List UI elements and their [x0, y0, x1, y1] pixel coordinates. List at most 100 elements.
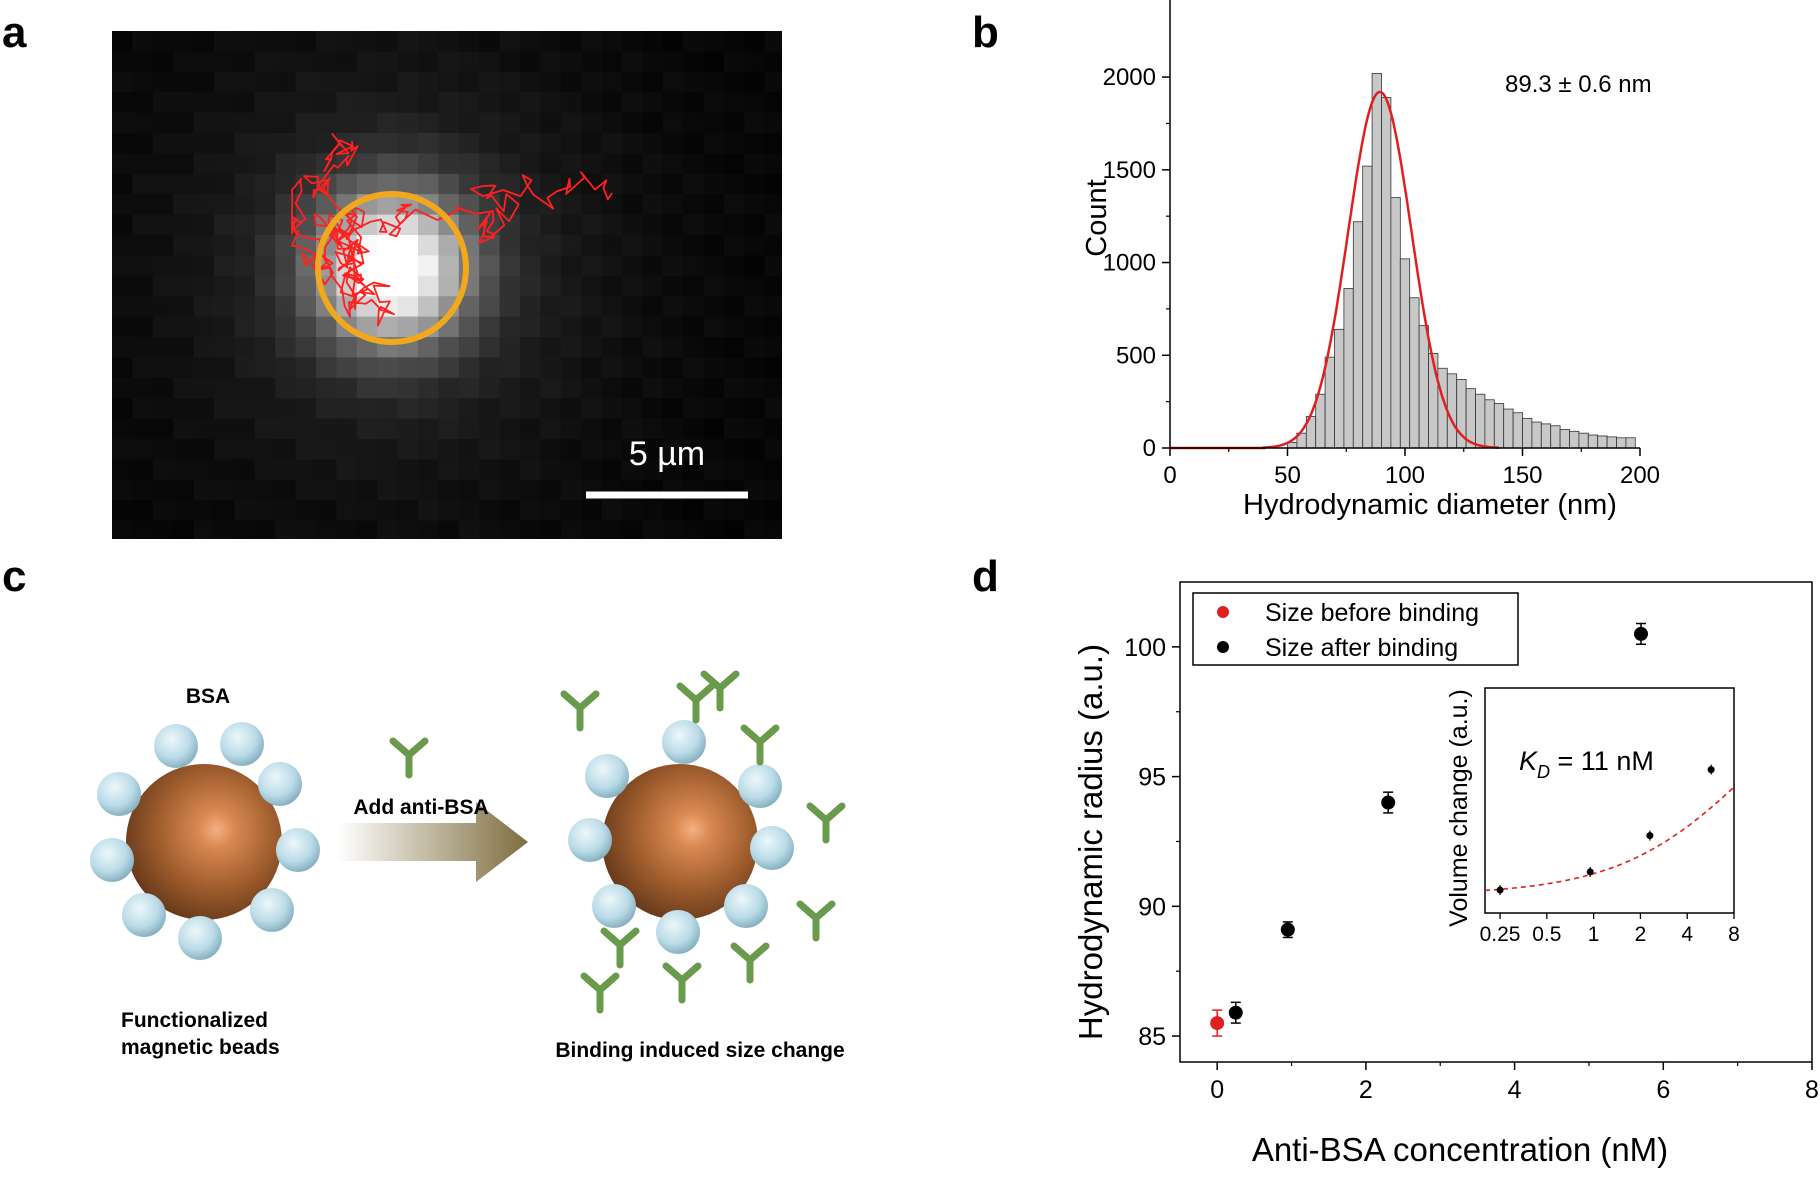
- image-pixel: [234, 194, 256, 216]
- image-pixel: [662, 173, 684, 195]
- image-pixel: [356, 520, 378, 539]
- image-pixel: [173, 173, 195, 195]
- image-pixel: [479, 377, 501, 399]
- image-pixel: [540, 398, 562, 420]
- image-pixel: [234, 398, 256, 420]
- image-pixel: [254, 235, 276, 256]
- image-pixel: [540, 316, 562, 338]
- image-pixel: [540, 296, 562, 318]
- image-pixel: [356, 92, 378, 114]
- image-pixel: [316, 418, 337, 440]
- image-pixel: [173, 377, 195, 399]
- image-pixel: [234, 337, 256, 358]
- histogram-bar: [1418, 325, 1429, 449]
- image-pixel: [377, 71, 399, 93]
- image-pixel: [254, 255, 276, 277]
- image-pixel: [683, 194, 705, 216]
- image-pixel: [662, 235, 684, 256]
- histogram-bar: [1343, 288, 1354, 449]
- image-pixel: [520, 500, 541, 522]
- image-pixel: [193, 500, 215, 522]
- image-pixel: [703, 316, 725, 338]
- image-pixel: [744, 214, 766, 236]
- image-pixel: [642, 173, 664, 195]
- image-pixel: [744, 520, 766, 539]
- image-pixel: [438, 377, 460, 399]
- image-pixel: [683, 255, 705, 277]
- image-pixel: [356, 133, 378, 154]
- image-pixel: [254, 296, 276, 318]
- image-pixel: [540, 112, 562, 134]
- image-pixel: [703, 153, 725, 175]
- image-pixel: [683, 133, 705, 154]
- image-pixel: [336, 500, 358, 522]
- x-tick-label: 0: [1163, 462, 1176, 489]
- image-pixel: [560, 357, 582, 379]
- image-pixel: [377, 316, 399, 338]
- image-pixel: [214, 316, 235, 338]
- image-pixel: [724, 275, 745, 297]
- image-pixel: [724, 51, 745, 73]
- image-pixel: [356, 377, 378, 399]
- image-pixel: [112, 235, 133, 256]
- image-pixel: [560, 153, 582, 175]
- image-pixel: [418, 520, 439, 539]
- image-pixel: [397, 296, 419, 318]
- inset-axes: 0.25 0.5 1 2 4 8: [1480, 913, 1740, 946]
- image-pixel: [724, 31, 745, 52]
- image-pixel: [234, 316, 256, 338]
- image-pixel: [377, 500, 399, 522]
- image-pixel: [438, 337, 460, 358]
- image-pixel: [683, 92, 705, 114]
- image-pixel: [499, 153, 521, 175]
- image-pixel: [418, 112, 439, 134]
- histogram-bar: [1503, 408, 1514, 449]
- image-pixel: [479, 153, 501, 175]
- image-pixel: [540, 31, 562, 52]
- image-pixel: [254, 31, 276, 52]
- image-pixel: [397, 31, 419, 52]
- image-pixel: [112, 51, 133, 73]
- image-pixel: [683, 357, 705, 379]
- image-pixel: [336, 92, 358, 114]
- image-pixel: [560, 31, 582, 52]
- image-pixel: [683, 520, 705, 539]
- image-pixel: [295, 316, 317, 338]
- image-pixel: [662, 357, 684, 379]
- image-pixel: [295, 398, 317, 420]
- image-pixel: [581, 520, 603, 539]
- image-pixel: [622, 296, 643, 318]
- image-pixel: [622, 133, 643, 154]
- image-pixel: [112, 173, 133, 195]
- image-pixel: [601, 31, 623, 52]
- image-pixel: [377, 357, 399, 379]
- image-pixel: [377, 133, 399, 154]
- image-pixel: [275, 51, 297, 73]
- inset-y-axis-label: Volume change (a.u.): [1445, 689, 1473, 927]
- image-pixel: [724, 112, 745, 134]
- image-pixel: [295, 31, 317, 52]
- image-pixel: [744, 71, 766, 93]
- image-pixel: [581, 337, 603, 358]
- image-pixel: [520, 133, 541, 154]
- functionalized-bead: [90, 722, 320, 960]
- image-pixel: [132, 275, 154, 297]
- image-pixel: [132, 316, 154, 338]
- image-pixel: [397, 92, 419, 114]
- image-pixel: [336, 418, 358, 440]
- image-pixel: [540, 418, 562, 440]
- image-pixel: [683, 51, 705, 73]
- image-pixel: [744, 439, 766, 460]
- image-pixel: [744, 418, 766, 440]
- image-pixel: [438, 500, 460, 522]
- image-pixel: [234, 71, 256, 93]
- image-pixel: [703, 275, 725, 297]
- image-pixel: [662, 418, 684, 440]
- image-pixel: [275, 500, 297, 522]
- image-pixel: [662, 377, 684, 399]
- image-pixel: [132, 377, 154, 399]
- image-pixel: [214, 133, 235, 154]
- image-pixel: [173, 51, 195, 73]
- legend-marker-before: [1217, 606, 1229, 618]
- image-pixel: [356, 31, 378, 52]
